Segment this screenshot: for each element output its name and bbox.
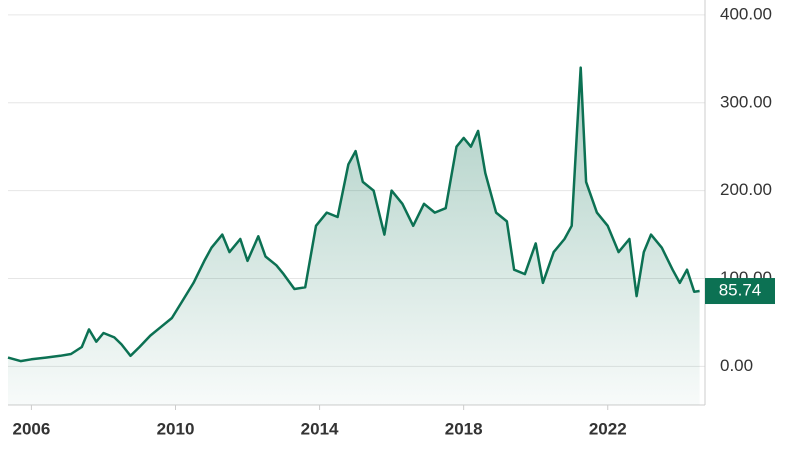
x-tick-label: 2006: [12, 419, 50, 438]
y-tick-label: 400.00: [720, 4, 772, 23]
x-tick-label: 2022: [589, 419, 627, 438]
current-value-box: [705, 278, 775, 305]
y-tick-label: 300.00: [720, 92, 772, 111]
current-value-label: 85.74: [719, 281, 762, 300]
area: [8, 67, 700, 405]
y-tick-label: 0.00: [720, 356, 753, 375]
x-tick-label: 2010: [157, 419, 195, 438]
line: [7, 66, 700, 363]
y-tick-label: 200.00: [720, 180, 772, 199]
x-tick-label: 2018: [445, 419, 483, 438]
x-tick-label: 2014: [301, 419, 339, 438]
